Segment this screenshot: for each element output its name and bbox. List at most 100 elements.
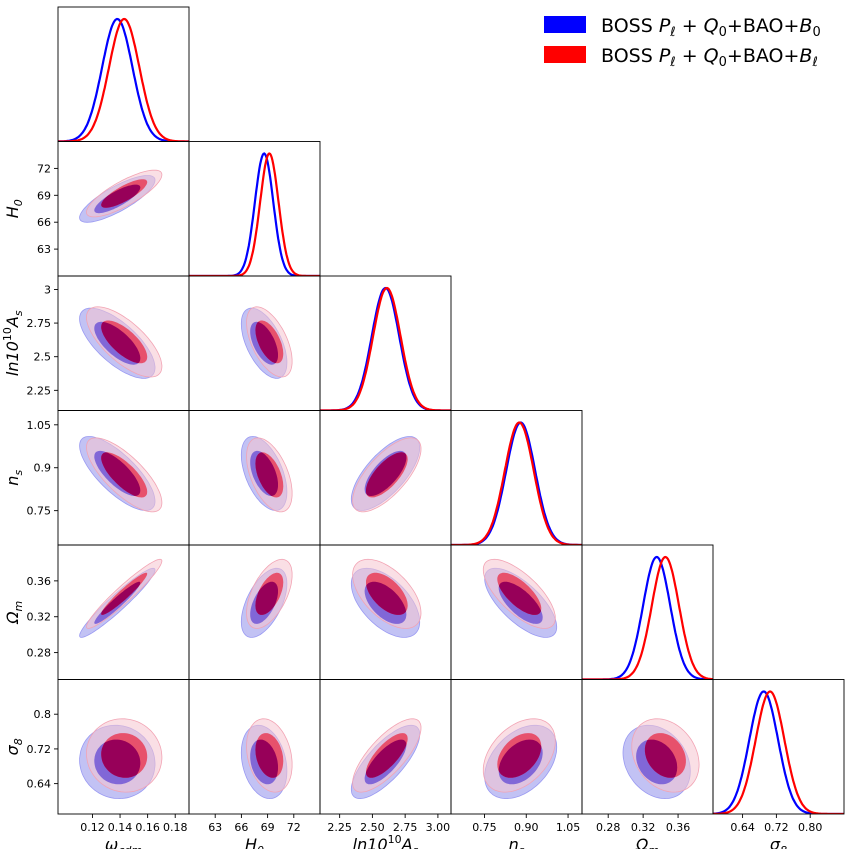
- y-tick-label: 0.75: [27, 505, 52, 518]
- y-tick-label: 72: [37, 162, 51, 175]
- panel-omega_cdm-Omega_m: [79, 558, 163, 638]
- y-tick-label: 0.32: [27, 611, 52, 624]
- marginal-line-blue: [320, 286, 451, 411]
- contour-68-overlap: [255, 321, 278, 364]
- panel-Omega_m-sigma8: [622, 718, 700, 800]
- x-axis-label-Omega_m: Ωm: [635, 835, 659, 849]
- y-tick-label: 0.9: [34, 462, 52, 475]
- panel-1d-n_s: [451, 421, 582, 545]
- y-tick-label: 66: [37, 216, 51, 229]
- contour-68-overlap: [101, 452, 141, 496]
- panel-1d-sigma8: [713, 690, 844, 814]
- legend-swatch-blue: [544, 16, 586, 33]
- panel-n_s-Omega_m: [482, 558, 558, 638]
- legend-label-red: BOSS Pℓ + Q0+BAO+Bℓ: [601, 45, 818, 70]
- panel-frame: [57, 544, 190, 680]
- panel-frame: [581, 544, 714, 680]
- marginal-line-red: [582, 555, 713, 680]
- y-tick-label: 69: [37, 189, 51, 202]
- contour-68-overlap: [366, 739, 407, 778]
- legend-label-blue: BOSS Pℓ + Q0+BAO+B0: [601, 15, 821, 40]
- y-tick-label: 2.25: [27, 384, 52, 397]
- marginal-line-red: [451, 421, 582, 545]
- x-tick-label: 0.75: [472, 821, 497, 834]
- panel-omega_cdm-n_s: [79, 436, 163, 513]
- x-tick-label: 2.50: [360, 821, 385, 834]
- y-tick-label: 3: [44, 283, 51, 296]
- x-tick-label: 0.90: [514, 821, 539, 834]
- y-axis-label-H0: H0: [3, 199, 25, 218]
- panel-1d-omega_cdm: [58, 17, 189, 142]
- marginal-line-red: [58, 17, 189, 142]
- contour-68-overlap: [498, 581, 542, 615]
- x-axis-label-H0: H0: [245, 835, 264, 849]
- panel-H0-sigma8: [240, 718, 293, 800]
- x-tick-label: 0.32: [631, 821, 656, 834]
- x-axis-label-omega_cdm: ωcdm: [105, 835, 142, 849]
- y-tick-label: 0.28: [27, 647, 52, 660]
- contour-68-overlap: [366, 581, 407, 615]
- x-tick-label: 1.05: [556, 821, 581, 834]
- y-axis-label-ln10As: ln1010As: [1, 310, 25, 376]
- x-axis-label-sigma8: σ8: [770, 835, 787, 849]
- x-tick-label: 3.00: [426, 821, 451, 834]
- y-tick-label: 0.64: [27, 778, 52, 791]
- legend: BOSS Pℓ + Q0+BAO+B0 BOSS Pℓ + Q0+BAO+Bℓ: [544, 15, 821, 70]
- x-axis-label-ln10As: ln1010As: [353, 833, 419, 849]
- y-tick-label: 63: [37, 243, 51, 256]
- marginal-line-blue: [582, 555, 713, 680]
- contour-68-overlap: [101, 184, 141, 208]
- panel-omega_cdm-ln10As: [79, 306, 163, 379]
- panel-n_s-sigma8: [482, 718, 558, 799]
- y-tick-label: 0.36: [27, 575, 52, 588]
- panel-1d-H0: [189, 152, 320, 276]
- y-axis-label-n_s: ns: [3, 470, 25, 486]
- marginal-line-red: [713, 690, 844, 814]
- panels-layer: 63 66 69 72 2.25 2.5 2.75 3 0.75 0.9 1.05 0.28 0.32 0…: [1, 6, 845, 849]
- panel-frame: [319, 275, 452, 411]
- panel-1d-ln10As: [320, 286, 451, 411]
- x-tick-label: 66: [234, 821, 248, 834]
- panel-H0-ln10As: [240, 306, 293, 379]
- x-tick-label: 0.72: [764, 821, 789, 834]
- x-tick-label: 2.75: [393, 821, 418, 834]
- x-tick-label: 72: [287, 821, 301, 834]
- y-axis-label-Omega_m: Ωm: [3, 601, 25, 625]
- y-tick-label: 0.8: [34, 708, 52, 721]
- x-tick-label: 69: [261, 821, 275, 834]
- x-tick-label: 0.18: [163, 821, 188, 834]
- contour-68-overlap: [255, 452, 278, 496]
- x-tick-label: 2.25: [327, 821, 352, 834]
- x-tick-label: 0.64: [730, 821, 755, 834]
- panel-H0-Omega_m: [240, 558, 293, 638]
- panel-omega_cdm-H0: [79, 169, 163, 223]
- x-tick-label: 63: [208, 821, 222, 834]
- y-tick-label: 0.72: [27, 743, 52, 756]
- y-tick-label: 1.05: [27, 419, 52, 432]
- y-axis-label-sigma8: σ8: [3, 738, 25, 755]
- panel-omega_cdm-sigma8: [79, 718, 163, 800]
- x-tick-label: 0.14: [108, 821, 133, 834]
- x-tick-label: 0.80: [798, 821, 823, 834]
- contour-68-overlap: [101, 581, 141, 615]
- contour-68-overlap: [101, 321, 141, 364]
- x-tick-label: 0.28: [596, 821, 621, 834]
- y-tick-label: 2.75: [27, 317, 52, 330]
- x-tick-label: 0.12: [80, 821, 105, 834]
- panel-ln10As-Omega_m: [350, 558, 422, 638]
- marginal-line-blue: [58, 17, 189, 142]
- panel-H0-n_s: [240, 436, 293, 513]
- legend-swatch-red: [544, 46, 586, 63]
- marginal-line-blue: [713, 690, 844, 814]
- panel-1d-Omega_m: [582, 555, 713, 680]
- marginal-line-red: [320, 286, 451, 411]
- panel-frame: [712, 679, 845, 815]
- marginal-line-red: [189, 152, 320, 276]
- x-tick-label: 0.16: [135, 821, 160, 834]
- y-tick-label: 2.5: [34, 351, 52, 364]
- marginal-line-blue: [451, 421, 582, 545]
- panel-ln10As-n_s: [350, 436, 422, 513]
- marginal-line-blue: [189, 152, 320, 276]
- x-axis-label-n_s: ns: [509, 835, 525, 849]
